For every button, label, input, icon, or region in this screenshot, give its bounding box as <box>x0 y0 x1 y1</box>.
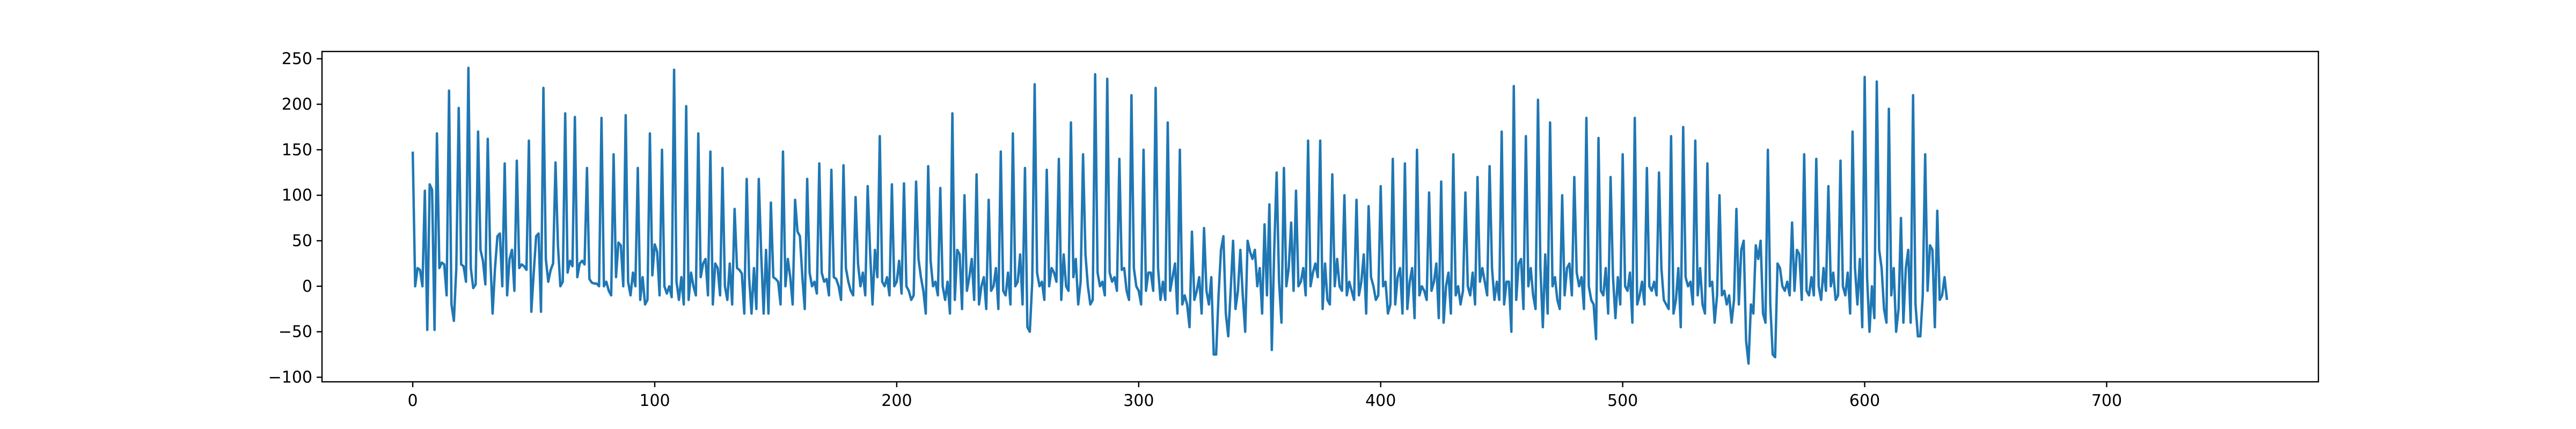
y-tick-label: 100 <box>282 186 312 205</box>
y-tick-label: 0 <box>302 277 312 296</box>
x-tick-label: 400 <box>1365 391 1396 410</box>
plot-frame <box>321 50 2319 383</box>
y-axis: −100 −50 0 50 100 150 200 250 <box>268 50 322 387</box>
x-tick-label: 300 <box>1123 391 1154 410</box>
y-tick-label: 50 <box>292 232 312 250</box>
y-tick-label: −50 <box>279 323 312 342</box>
plot-area <box>321 50 2319 383</box>
y-tick-label: 250 <box>282 50 312 69</box>
x-tick-label: 0 <box>408 391 418 410</box>
series-layer <box>411 66 1949 365</box>
x-tick-label: 600 <box>1849 391 1880 410</box>
x-tick-label: 700 <box>2091 391 2122 410</box>
y-tick-label: 150 <box>282 140 312 159</box>
x-tick-label: 500 <box>1607 391 1638 410</box>
series-line-0 <box>411 66 1949 365</box>
y-tick-label: −100 <box>268 368 312 387</box>
x-tick-label: 100 <box>639 391 670 410</box>
y-tick-label: 200 <box>282 95 312 114</box>
x-tick-label: 200 <box>881 391 912 410</box>
x-axis: 0 100 200 300 400 500 600 700 <box>408 382 2122 410</box>
